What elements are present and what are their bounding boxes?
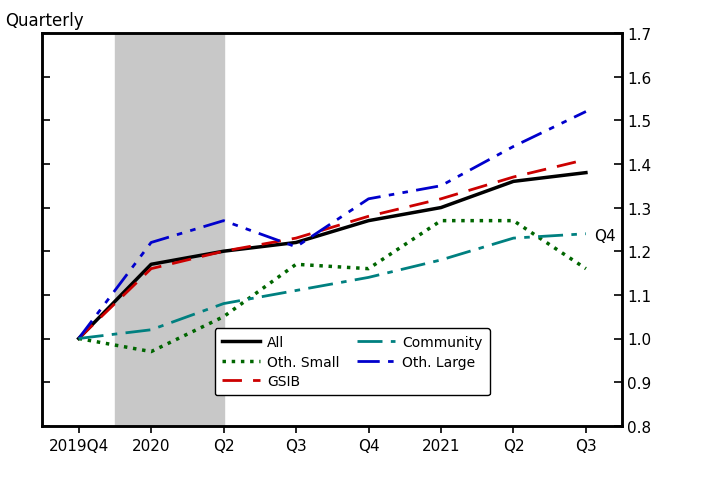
Legend: All, Oth. Small, GSIB, Community, Oth. Large: All, Oth. Small, GSIB, Community, Oth. L… (215, 329, 490, 395)
Text: Quarterly: Quarterly (5, 12, 83, 30)
Text: Q4: Q4 (595, 229, 617, 244)
Bar (115, 34, 223, 426)
